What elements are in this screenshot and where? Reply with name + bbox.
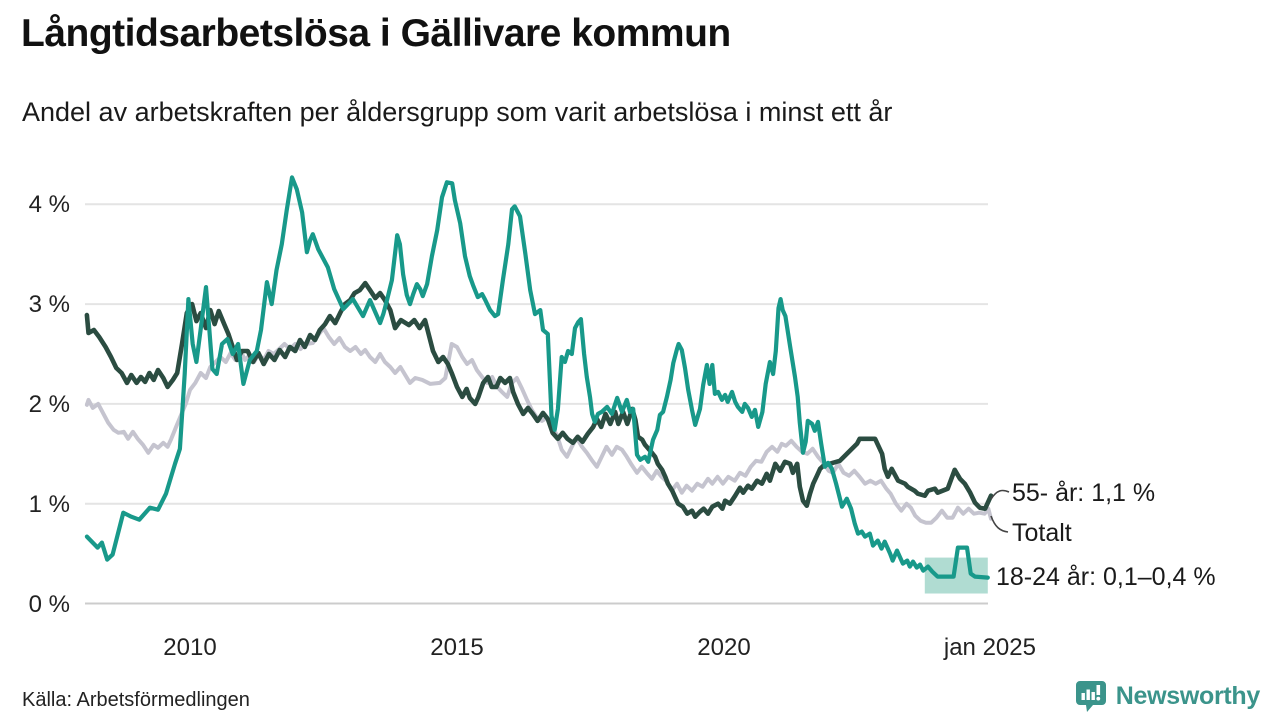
data-series xyxy=(84,175,994,580)
y-tick-label-2: 2 % xyxy=(28,390,70,418)
series-line-55-r xyxy=(84,280,994,520)
x-tick-label-jan-2025: jan 2025 xyxy=(943,634,1036,661)
x-tick-label-2015: 2015 xyxy=(430,634,484,661)
series-line-totalt xyxy=(84,326,993,525)
y-tick-label-4: 4 % xyxy=(28,191,70,219)
newsworthy-logo: Newsworthy xyxy=(1075,680,1260,713)
chart-subtitle: Andel av arbetskraften per åldersgrupp s… xyxy=(22,97,893,127)
series-end-label-totalt: Totalt xyxy=(1012,519,1072,547)
series-end-label-55: 55- år: 1,1 % xyxy=(1012,479,1156,507)
series-line-18-24-r xyxy=(84,175,990,580)
newsworthy-icon xyxy=(1075,681,1106,712)
y-tick-label-0: 0 % xyxy=(28,590,70,618)
leader-line-55 xyxy=(990,489,1010,500)
y-tick-label-1: 1 % xyxy=(28,490,70,518)
newsworthy-wordmark: Newsworthy xyxy=(1115,682,1261,710)
leader-lines xyxy=(990,489,1010,533)
x-tick-label-2020: 2020 xyxy=(697,634,751,661)
y-tick-label-3: 3 % xyxy=(28,291,70,319)
leader-line-totalt xyxy=(990,515,1009,533)
x-tick-label-2010: 2010 xyxy=(163,634,217,661)
source-credit: Källa: Arbetsförmedlingen xyxy=(22,689,250,711)
gridlines xyxy=(85,203,988,605)
page-title: Långtidsarbetslösa i Gällivare kommun xyxy=(21,12,731,55)
series-end-label-18-24: 18-24 år: 0,1–0,4 % xyxy=(996,563,1216,591)
